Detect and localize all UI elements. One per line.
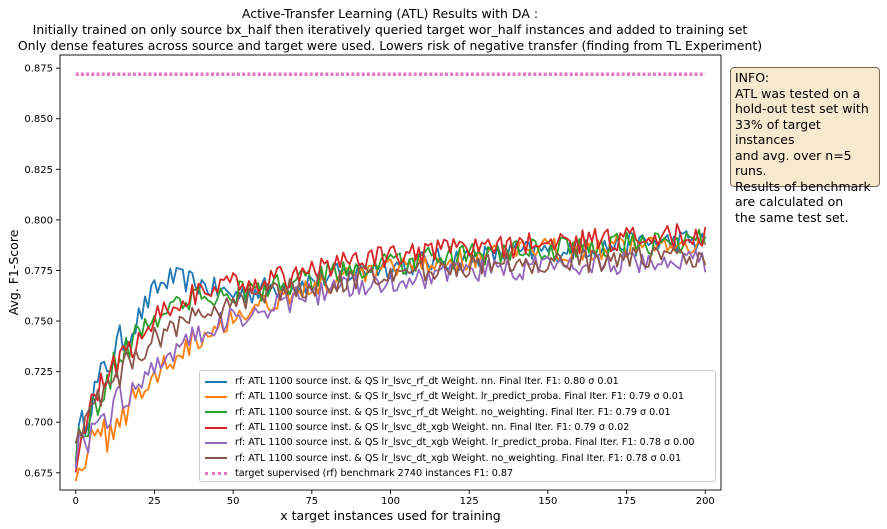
legend-label: rf: ATL 1100 source inst. & QS lr_lsvc_r… [235, 406, 671, 418]
x-tick-label: 150 [538, 496, 557, 507]
x-axis-label: x target instances used for training [280, 508, 500, 523]
chart-title: Active-Transfer Learning (ATL) Results w… [0, 6, 780, 54]
x-tick-label: 200 [696, 496, 715, 507]
y-tick-label: 0.800 [24, 215, 53, 226]
x-tick-label: 0 [73, 496, 79, 507]
x-tick-label: 50 [227, 496, 240, 507]
legend-swatch [205, 457, 227, 460]
title-line-3: Only dense features across source and ta… [17, 38, 763, 53]
legend-swatch [205, 426, 227, 429]
legend-label: rf: ATL 1100 source inst. & QS lr_lsvc_d… [235, 437, 695, 449]
y-tick-label: 0.825 [24, 165, 53, 176]
y-tick-label: 0.850 [24, 114, 53, 125]
legend-swatch [205, 411, 227, 414]
chart-legend: rf: ATL 1100 source inst. & QS lr_lsvc_r… [199, 370, 716, 482]
title-line-2: Initially trained on only source bx_half… [32, 22, 748, 37]
x-tick-label: 125 [460, 496, 479, 507]
legend-label: rf: ATL 1100 source inst. & QS lr_lsvc_d… [235, 452, 682, 464]
legend-item: rf: ATL 1100 source inst. & QS lr_lsvc_d… [205, 435, 715, 450]
info-line: ATL was tested on a [735, 85, 861, 101]
y-tick-label: 0.775 [24, 266, 53, 277]
x-tick-label: 100 [381, 496, 400, 507]
legend-swatch [205, 441, 227, 444]
y-tick-label: 0.725 [24, 367, 53, 378]
legend-swatch [205, 471, 227, 475]
y-tick-label: 0.675 [24, 468, 53, 479]
legend-swatch [205, 395, 227, 398]
y-tick-label: 0.750 [24, 317, 53, 328]
info-line: and avg. over n=5 runs. [735, 147, 852, 179]
x-tick-label: 25 [148, 496, 161, 507]
series-line [74, 246, 707, 444]
info-line: the same test set. [735, 209, 849, 225]
series-line [74, 223, 707, 473]
info-box: INFO: ATL was tested on a hold-out test … [730, 67, 880, 225]
info-line: hold-out test set with [735, 101, 869, 116]
legend-item: rf: ATL 1100 source inst. & QS lr_lsvc_d… [205, 450, 715, 465]
info-line: INFO: [735, 70, 770, 85]
legend-swatch [205, 380, 227, 383]
legend-label: rf: ATL 1100 source inst. & QS lr_lsvc_d… [235, 422, 630, 434]
y-tick-label: 0.700 [24, 418, 53, 429]
legend-item: rf: ATL 1100 source inst. & QS lr_lsvc_d… [205, 420, 715, 435]
legend-label: rf: ATL 1100 source inst. & QS lr_lsvc_r… [235, 376, 619, 388]
legend-item: target supervised (rf) benchmark 2740 in… [205, 466, 715, 481]
y-tick-label: 0.875 [24, 64, 53, 75]
legend-label: rf: ATL 1100 source inst. & QS lr_lsvc_r… [235, 391, 684, 403]
info-line: 33% of target instances [735, 116, 821, 148]
x-tick-label: 175 [617, 496, 636, 507]
legend-label: target supervised (rf) benchmark 2740 in… [235, 467, 514, 479]
series-line [74, 234, 706, 482]
legend-item: rf: ATL 1100 source inst. & QS lr_lsvc_r… [205, 389, 715, 404]
y-axis-label: Avg. F1-Score [6, 229, 21, 315]
title-line-1: Active-Transfer Learning (ATL) Results w… [241, 6, 539, 21]
legend-item: rf: ATL 1100 source inst. & QS lr_lsvc_r… [205, 405, 715, 420]
info-line: are calculated on [735, 194, 844, 209]
legend-item: rf: ATL 1100 source inst. & QS lr_lsvc_r… [205, 374, 715, 389]
x-tick-label: 75 [305, 496, 318, 507]
info-line: Results of benchmark [735, 178, 871, 194]
